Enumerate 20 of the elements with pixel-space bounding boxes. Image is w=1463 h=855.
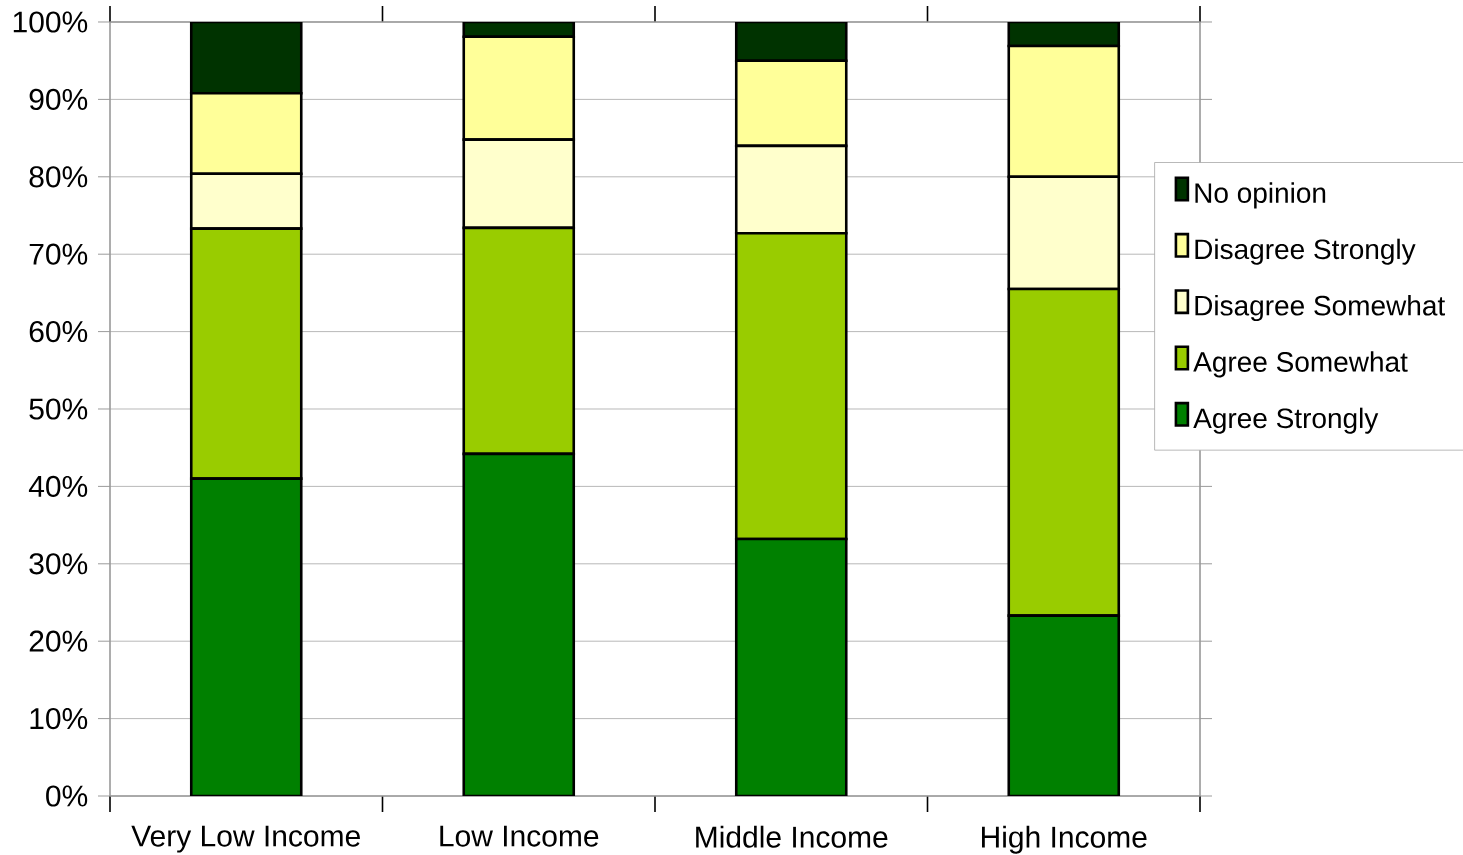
- x-tick-label: High Income: [982, 825, 1147, 854]
- legend-label: Disagree Strongly: [1195, 238, 1416, 265]
- y-tick-label: 0%: [46, 785, 88, 807]
- x-tick-label: Low Income: [440, 825, 599, 847]
- y-tick-label: 10%: [30, 707, 88, 730]
- y-tick-label: 60%: [29, 320, 88, 343]
- y-tick-label: 100%: [13, 11, 88, 33]
- legend-label: Agree Strongly: [1193, 407, 1379, 434]
- y-tick-label: 50%: [29, 398, 88, 420]
- x-tick-label: Middle Income: [696, 825, 888, 848]
- y-tick-label: 20%: [29, 630, 88, 652]
- y-tick-label: 90%: [29, 88, 88, 110]
- legend-label: Disagree Somewhat: [1195, 295, 1445, 322]
- x-tick-label: Very Low Income: [131, 825, 360, 853]
- legend-label: Agree Somewhat: [1193, 351, 1408, 378]
- y-tick-label: 30%: [29, 553, 88, 575]
- y-tick-label: 80%: [29, 166, 88, 188]
- legend-label: No opinion: [1195, 182, 1326, 209]
- y-tick-label: 70%: [29, 243, 88, 265]
- y-tick-label: 40%: [28, 475, 88, 498]
